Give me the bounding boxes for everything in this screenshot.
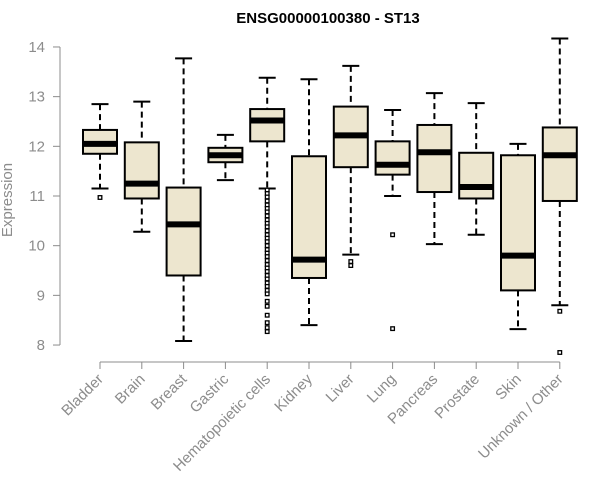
outlier-point <box>348 263 354 268</box>
y-tick-label: 12 <box>28 138 45 155</box>
outlier-point <box>264 224 270 230</box>
outlier-point <box>97 195 103 200</box>
box-group <box>249 76 286 335</box>
outlier-point <box>264 276 270 282</box>
y-tick-label: 10 <box>28 238 45 255</box>
x-tick-label: Prostate <box>431 371 483 423</box>
y-tick-label: 13 <box>28 89 45 106</box>
chart-title: ENSG00000100380 - ST13 <box>236 10 419 27</box>
outlier-point <box>390 232 396 238</box>
outlier-point <box>348 259 354 265</box>
outlier-point <box>264 329 270 335</box>
outlier-point <box>264 291 270 297</box>
outlier-point <box>264 298 270 304</box>
outlier-point <box>264 239 270 245</box>
outlier-point <box>264 194 270 200</box>
outlier-point <box>264 258 270 264</box>
boxes-layer <box>82 37 578 355</box>
iqr-box <box>249 108 286 143</box>
box-group <box>123 100 160 233</box>
outlier-point <box>557 350 563 355</box>
iqr-box <box>416 123 453 194</box>
x-tick-label: Skin <box>492 371 525 404</box>
outlier-point <box>264 228 270 234</box>
y-axis-label: Expression <box>0 163 16 237</box>
box-group <box>291 78 327 327</box>
iqr-box <box>541 126 578 202</box>
x-tick-label: Breast <box>148 370 191 413</box>
outlier-point <box>264 209 270 215</box>
outlier-point <box>264 312 270 318</box>
outlier-point <box>264 243 270 249</box>
outlier-point <box>264 320 270 326</box>
outlier-point <box>264 213 270 219</box>
iqr-box <box>123 141 160 200</box>
iqr-box <box>458 151 495 200</box>
box-group <box>207 133 244 182</box>
box-group <box>82 103 118 200</box>
x-tick-label: Brain <box>112 371 149 408</box>
box-group <box>541 37 578 355</box>
iqr-box <box>500 154 536 292</box>
box-group <box>500 142 536 331</box>
x-tick-label: Kidney <box>271 370 316 415</box>
box-group <box>458 102 495 236</box>
outlier-point <box>390 326 396 332</box>
outlier-point <box>264 283 270 289</box>
box-group <box>374 109 411 332</box>
y-tick-label: 14 <box>28 39 45 56</box>
outlier-point <box>264 269 270 274</box>
box-group <box>416 92 453 246</box>
x-tick-label: Lung <box>364 371 400 407</box>
box-group <box>332 64 369 268</box>
outlier-point <box>557 308 563 314</box>
outlier-point <box>264 198 270 204</box>
x-tick-label: Liver <box>323 371 358 406</box>
outlier-point <box>264 303 270 309</box>
x-tick-label: Bladder <box>58 371 107 420</box>
y-tick-label: 11 <box>29 188 45 205</box>
iqr-box <box>165 186 202 277</box>
outlier-point <box>264 325 270 331</box>
y-axis: 8 9 10 11 12 13 14 <box>28 39 61 354</box>
y-tick-label: 8 <box>37 337 45 354</box>
outlier-point <box>264 254 270 260</box>
box-group <box>165 57 202 343</box>
iqr-box <box>374 140 411 176</box>
y-tick-label: 9 <box>37 287 45 304</box>
